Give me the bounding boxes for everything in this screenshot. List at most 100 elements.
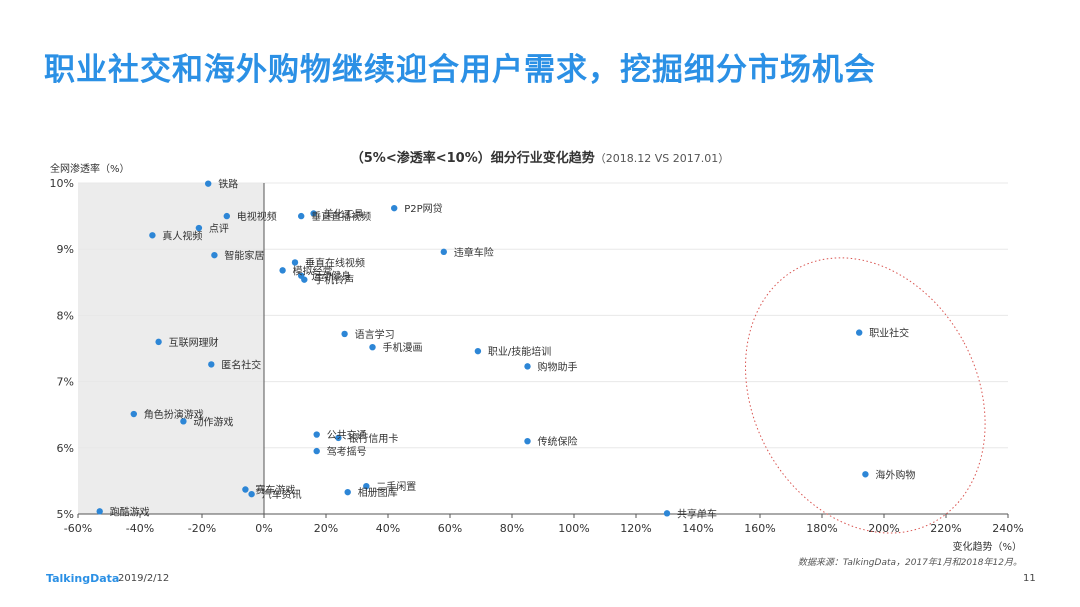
data-point-label: 公共交通	[327, 429, 367, 442]
data-point-label: 驾考摇号	[327, 445, 367, 458]
data-source-note: 数据来源：TalkingData，2017年1月和2018年12月。	[797, 558, 1022, 568]
data-point-label: 运动健身	[311, 270, 351, 283]
data-point-label: 匿名社交	[221, 358, 261, 371]
y-tick-label: 10%	[50, 177, 74, 190]
data-point-label: 角色扮演游戏	[144, 408, 204, 421]
data-point	[335, 434, 342, 442]
data-point	[474, 347, 482, 355]
x-tick-label: 160%	[744, 522, 775, 535]
y-tick-label: 8%	[57, 309, 74, 322]
data-point	[524, 437, 531, 445]
data-point	[440, 248, 447, 256]
x-tick-label: 20%	[314, 522, 338, 535]
footer-date: 2019/2/12	[118, 573, 170, 584]
data-point	[313, 431, 320, 438]
data-point-label: 购物助手	[538, 360, 578, 373]
data-point-label: 跑酷游戏	[110, 505, 150, 518]
data-point	[862, 471, 869, 478]
data-point	[344, 488, 351, 496]
data-point	[341, 330, 348, 338]
data-point	[195, 224, 203, 232]
data-point	[248, 490, 255, 498]
data-point-label: 传统保险	[538, 435, 578, 448]
data-point-label: 违章车险	[454, 246, 494, 259]
axis-layer: -60% -40% -20% 0% 20% 40% 60% 80% 100% 120% 140% 16…	[50, 162, 1024, 553]
data-point	[310, 210, 317, 217]
x-tick-label: 60%	[438, 522, 462, 535]
data-point	[663, 510, 671, 517]
page-number: 11	[1023, 573, 1036, 584]
data-point-label: 手机漫画	[383, 341, 423, 354]
data-point	[242, 486, 249, 493]
data-point	[223, 212, 230, 220]
x-tick-label: 140%	[682, 522, 713, 535]
chart-subtitle: （2018.12 VS 2017.01）	[594, 152, 730, 165]
point-layer	[96, 180, 869, 517]
y-axis-title: 全网渗透率（%）	[50, 162, 130, 175]
data-point-label: 铁路	[218, 178, 238, 191]
data-point-label: 银行信用卡	[348, 432, 398, 445]
data-point-label: 美化工具	[324, 207, 364, 220]
talkingdata-logo: TalkingData	[46, 572, 120, 585]
data-point-label: 垂直直播视频	[311, 210, 371, 223]
data-point	[149, 232, 156, 239]
data-point-label: 手机铃声	[314, 274, 354, 287]
shade-layer	[78, 183, 264, 514]
y-tick-label: 6%	[57, 442, 74, 455]
x-tick-label: 0%	[255, 522, 272, 535]
data-point	[205, 180, 212, 187]
x-tick-label: 120%	[620, 522, 651, 535]
data-point-label: 赛车游戏	[255, 484, 295, 497]
x-axis-title: 变化趋势（%）	[952, 540, 1022, 553]
data-point-label: 智能家居	[224, 249, 264, 262]
data-point-label: 汽车资讯	[262, 488, 302, 501]
data-point-label: 职业/技能培训	[488, 345, 551, 358]
x-tick-label: -60%	[64, 522, 92, 535]
data-point	[313, 447, 320, 455]
data-point-label: 语言学习	[355, 328, 395, 341]
data-point	[363, 482, 370, 490]
data-point	[180, 418, 187, 425]
data-point-label: 动作游戏	[193, 415, 233, 428]
data-point	[391, 204, 398, 212]
data-point	[298, 212, 305, 220]
chart-title: （5%<渗透率<10%）细分行业变化趋势	[350, 151, 595, 166]
x-tick-label: -20%	[188, 522, 216, 535]
data-point-label: 真人视频	[162, 229, 202, 242]
data-point	[369, 343, 376, 351]
data-point-label: 职业社交	[869, 327, 909, 340]
data-point	[856, 329, 863, 336]
x-tick-label: -40%	[126, 522, 154, 535]
data-point	[291, 259, 299, 266]
data-point	[208, 361, 215, 368]
shaded-negative-region	[78, 183, 264, 514]
data-point-label: 模拟经营	[293, 264, 333, 277]
data-point-label: 二手闲置	[376, 480, 416, 493]
x-tick-label: 220%	[930, 522, 961, 535]
x-tick-label: 100%	[558, 522, 589, 535]
data-point	[96, 508, 103, 515]
highlight-ellipse	[745, 257, 986, 534]
x-tick-label: 240%	[992, 522, 1023, 535]
data-point-label: 点评	[209, 223, 229, 235]
x-tick-label: 180%	[806, 522, 837, 535]
y-tick-label: 9%	[57, 243, 74, 256]
data-point-label: 互联网理财	[169, 336, 219, 349]
data-point	[155, 338, 162, 346]
y-tick-label: 5%	[57, 508, 74, 521]
x-tick-label: 40%	[376, 522, 400, 535]
data-point	[524, 363, 531, 370]
data-point-label: 电视视频	[237, 210, 277, 223]
data-point	[211, 251, 218, 259]
ellipse-layer	[745, 257, 986, 534]
data-point	[279, 267, 286, 274]
data-point-label: 相册图库	[358, 486, 398, 499]
grid-layer	[78, 182, 1008, 449]
page-title: 职业社交和海外购物继续迎合用户需求，挖掘细分市场机会	[44, 52, 876, 88]
data-point-label: 共享单车	[677, 507, 717, 520]
data-point-label: P2P网贷	[404, 202, 442, 215]
data-point	[130, 410, 137, 418]
y-tick-label: 7%	[57, 376, 74, 389]
